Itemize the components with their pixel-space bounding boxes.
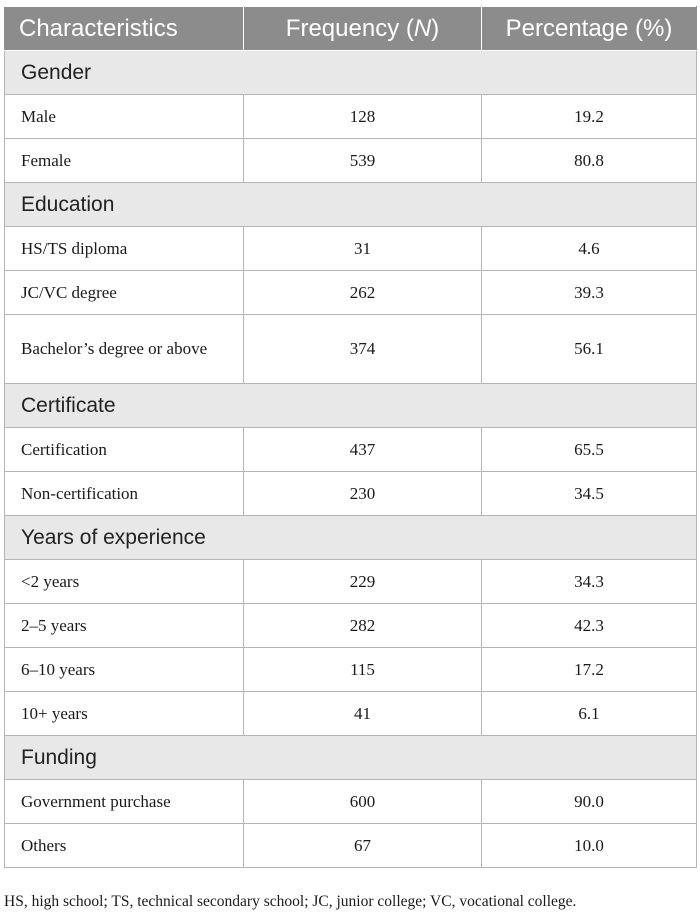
table-row: 6–10 years 115 17.2 [4,647,697,692]
row-frequency: 282 [243,603,482,648]
row-percentage: 34.5 [481,471,697,516]
row-label: Male [4,94,244,139]
table-row: JC/VC degree 262 39.3 [4,270,697,315]
row-percentage: 19.2 [481,94,697,139]
group-title: Funding [4,735,697,780]
table-row: Male 128 19.2 [4,94,697,139]
group-title: Certificate [4,383,697,428]
header-characteristics: Characteristics [4,6,244,51]
row-frequency: 539 [243,138,482,183]
table-row: 10+ years 41 6.1 [4,691,697,736]
row-frequency: 262 [243,270,482,315]
row-percentage: 10.0 [481,823,697,868]
row-label: 10+ years [4,691,244,736]
row-label: Others [4,823,244,868]
row-label: Female [4,138,244,183]
row-frequency: 41 [243,691,482,736]
group-title: Years of experience [4,515,697,560]
table-footnote: HS, high school; TS, technical secondary… [4,893,577,910]
group-title: Gender [4,50,697,95]
row-label: 6–10 years [4,647,244,692]
row-percentage: 42.3 [481,603,697,648]
group-row-gender: Gender [4,50,697,95]
row-frequency: 437 [243,427,482,472]
row-percentage: 90.0 [481,779,697,824]
header-frequency-var: N [413,14,432,42]
row-label: HS/TS diploma [4,226,244,271]
table-row: <2 years 229 34.3 [4,559,697,604]
group-row-certificate: Certificate [4,383,697,428]
row-label: <2 years [4,559,244,604]
row-frequency: 600 [243,779,482,824]
row-label: 2–5 years [4,603,244,648]
table-row: Government purchase 600 90.0 [4,779,697,824]
table-row: Certification 437 65.5 [4,427,697,472]
group-title: Education [4,182,697,227]
row-percentage: 39.3 [481,270,697,315]
row-label: Bachelor’s degree or above [4,314,244,384]
row-frequency: 128 [243,94,482,139]
row-percentage: 65.5 [481,427,697,472]
table-row: Others 67 10.0 [4,823,697,868]
group-row-funding: Funding [4,735,697,780]
row-frequency: 374 [243,314,482,384]
header-frequency: Frequency (N) [243,6,482,51]
row-percentage: 56.1 [481,314,697,384]
table-row: Bachelor’s degree or above 374 56.1 [4,314,697,384]
row-percentage: 80.8 [481,138,697,183]
row-label: Government purchase [4,779,244,824]
table-row: 2–5 years 282 42.3 [4,603,697,648]
table-row: Female 539 80.8 [4,138,697,183]
row-frequency: 31 [243,226,482,271]
table-header-row: Characteristics Frequency (N) Percentage… [4,6,697,51]
group-row-years-of-experience: Years of experience [4,515,697,560]
group-row-education: Education [4,182,697,227]
row-frequency: 67 [243,823,482,868]
row-label: Non-certification [4,471,244,516]
row-frequency: 115 [243,647,482,692]
row-label: Certification [4,427,244,472]
header-frequency-prefix: Frequency ( [285,14,414,42]
table-row: HS/TS diploma 31 4.6 [4,226,697,271]
row-label: JC/VC degree [4,270,244,315]
characteristics-table: Characteristics Frequency (N) Percentage… [4,6,697,868]
row-percentage: 34.3 [481,559,697,604]
header-frequency-suffix: ) [431,14,440,42]
row-percentage: 4.6 [481,226,697,271]
header-percentage: Percentage (%) [481,6,697,51]
row-percentage: 6.1 [481,691,697,736]
row-frequency: 229 [243,559,482,604]
row-percentage: 17.2 [481,647,697,692]
table-row: Non-certification 230 34.5 [4,471,697,516]
row-frequency: 230 [243,471,482,516]
